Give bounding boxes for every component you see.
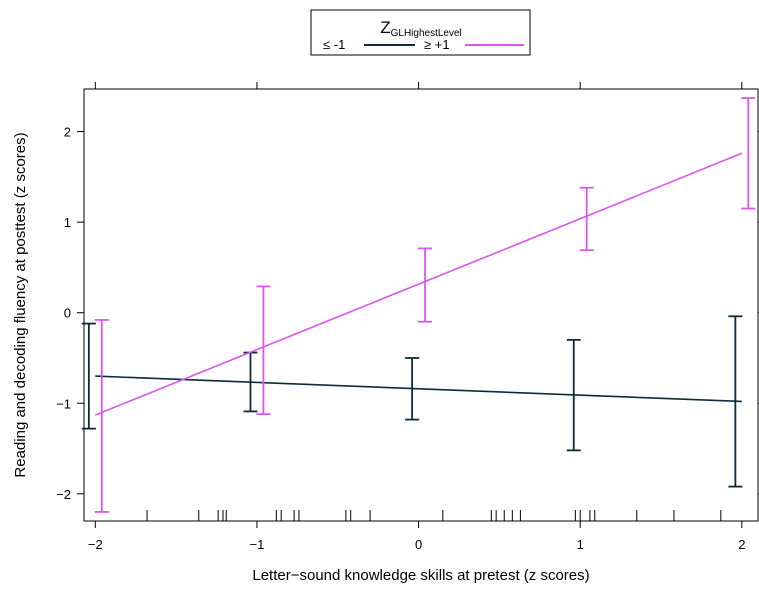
y-tick-label: −2 xyxy=(56,487,71,502)
x-axis-title: Letter−sound knowledge skills at pretest… xyxy=(252,567,589,584)
y-axis-title: Reading and decoding fluency at posttest… xyxy=(12,132,29,477)
rug xyxy=(146,510,722,521)
legend: ZGLHighestLevel ≤ -1 ≥ +1 xyxy=(310,9,531,56)
y-tick-label: 2 xyxy=(64,125,71,140)
series-1-errorbar xyxy=(256,285,271,416)
series-1-fit-line xyxy=(95,152,743,416)
series-0-errorbar xyxy=(566,338,581,452)
series-0 xyxy=(81,315,743,488)
series-1-errorbar xyxy=(94,319,109,513)
y-tick-label: 1 xyxy=(64,215,71,230)
y-tick-label: −1 xyxy=(56,396,71,411)
series-1-errorbar xyxy=(741,97,756,210)
x-tick-label: 2 xyxy=(738,537,745,552)
series-1-errorbar xyxy=(579,186,594,252)
legend-title-main: Z xyxy=(380,18,390,37)
series-layer xyxy=(81,97,756,513)
x-tick-label: −2 xyxy=(88,537,103,552)
series-0-fit-line xyxy=(95,375,742,403)
x-tick-label: 0 xyxy=(415,537,422,552)
series-0-errorbar xyxy=(728,315,743,488)
legend-entry-0-label: ≤ -1 xyxy=(323,37,345,52)
legend-entry-1-label: ≥ +1 xyxy=(424,37,450,52)
axis-ticks: −2 −1 0 1 2 −2 −1 0 1 2 xyxy=(56,82,759,552)
series-0-errorbar xyxy=(405,357,420,421)
y-tick-label: 0 xyxy=(64,306,71,321)
legend-title-sub: GLHighestLevel xyxy=(391,28,462,39)
legend-box xyxy=(310,9,531,56)
legend-title: ZGLHighestLevel xyxy=(380,18,462,39)
series-0-errorbar xyxy=(81,322,96,430)
x-tick-label: −1 xyxy=(250,537,265,552)
series-1-errorbar xyxy=(418,247,433,323)
plot-frame xyxy=(83,88,759,522)
x-tick-label: 1 xyxy=(577,537,584,552)
series-1 xyxy=(94,97,756,513)
